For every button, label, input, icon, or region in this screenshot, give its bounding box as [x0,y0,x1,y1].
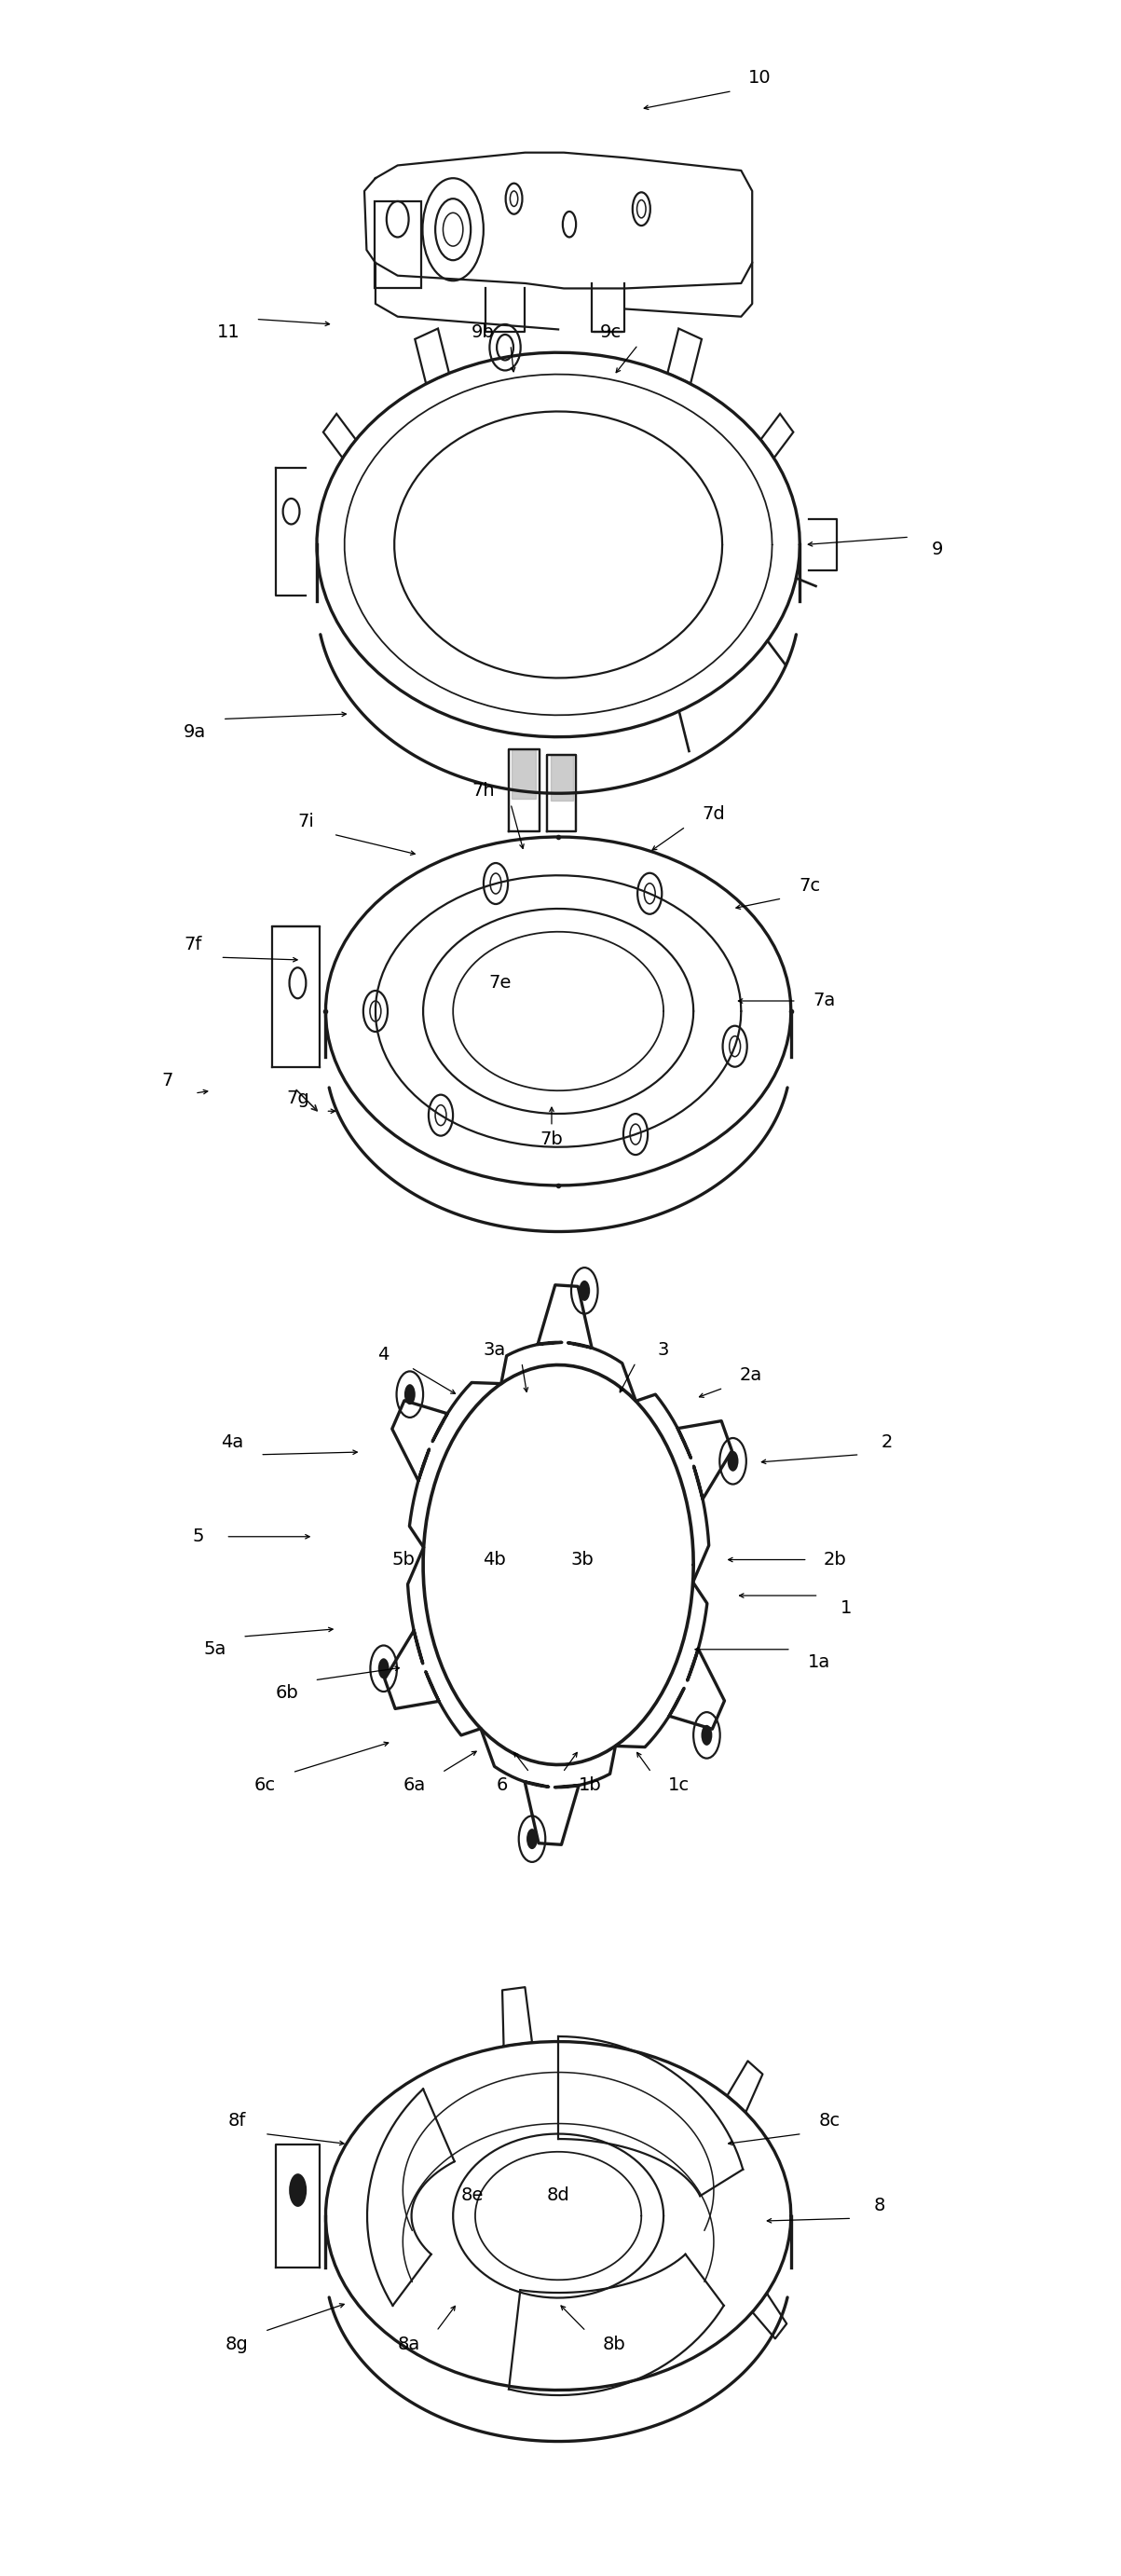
Text: 7c: 7c [799,876,821,894]
Text: 9b: 9b [472,322,494,340]
Text: 8c: 8c [819,2112,841,2130]
Text: 1b: 1b [578,1777,602,1793]
Text: 1c: 1c [668,1777,689,1793]
Text: 10: 10 [749,70,771,88]
Text: 8g: 8g [225,2334,249,2352]
Text: 8b: 8b [602,2334,626,2352]
Text: 3b: 3b [571,1551,594,1569]
Ellipse shape [289,2174,307,2208]
Text: 7: 7 [161,1072,173,1090]
Text: 8a: 8a [398,2334,420,2352]
Polygon shape [550,755,573,801]
Ellipse shape [578,1280,590,1301]
Text: 6b: 6b [276,1685,298,1703]
Text: 4b: 4b [482,1551,506,1569]
Text: 8: 8 [874,2197,886,2215]
Text: 9c: 9c [600,322,621,340]
Text: 4: 4 [378,1345,389,1363]
Ellipse shape [378,1659,389,1680]
Text: 1: 1 [841,1600,852,1618]
Text: 2a: 2a [740,1365,762,1383]
Text: 4a: 4a [221,1432,243,1450]
Text: 5a: 5a [203,1641,226,1659]
Text: 8d: 8d [547,2187,569,2205]
Ellipse shape [527,1829,538,1850]
Ellipse shape [405,1383,416,1404]
Text: 7f: 7f [184,935,202,953]
Ellipse shape [728,1450,739,1471]
Text: 11: 11 [216,322,240,340]
Text: 7h: 7h [472,783,494,799]
Text: 7i: 7i [297,811,314,829]
Text: 5: 5 [193,1528,204,1546]
Text: 6: 6 [495,1777,508,1793]
Text: 7a: 7a [813,992,835,1010]
Text: 9: 9 [932,541,943,559]
Text: 3: 3 [658,1340,669,1358]
Text: 7d: 7d [702,804,725,822]
Text: 2b: 2b [824,1551,846,1569]
Ellipse shape [701,1726,712,1747]
Text: 7e: 7e [489,974,511,992]
Text: 7b: 7b [540,1131,563,1149]
Text: 6a: 6a [402,1777,426,1793]
Text: 3a: 3a [483,1340,506,1358]
Text: 6c: 6c [253,1777,276,1793]
Text: 1a: 1a [807,1654,830,1672]
Text: 2: 2 [881,1432,893,1450]
Text: 8f: 8f [228,2112,245,2130]
Text: 8e: 8e [461,2187,483,2205]
Text: 5b: 5b [391,1551,415,1569]
Text: 9a: 9a [184,724,206,742]
Text: 7g: 7g [286,1090,309,1108]
Polygon shape [512,750,536,799]
